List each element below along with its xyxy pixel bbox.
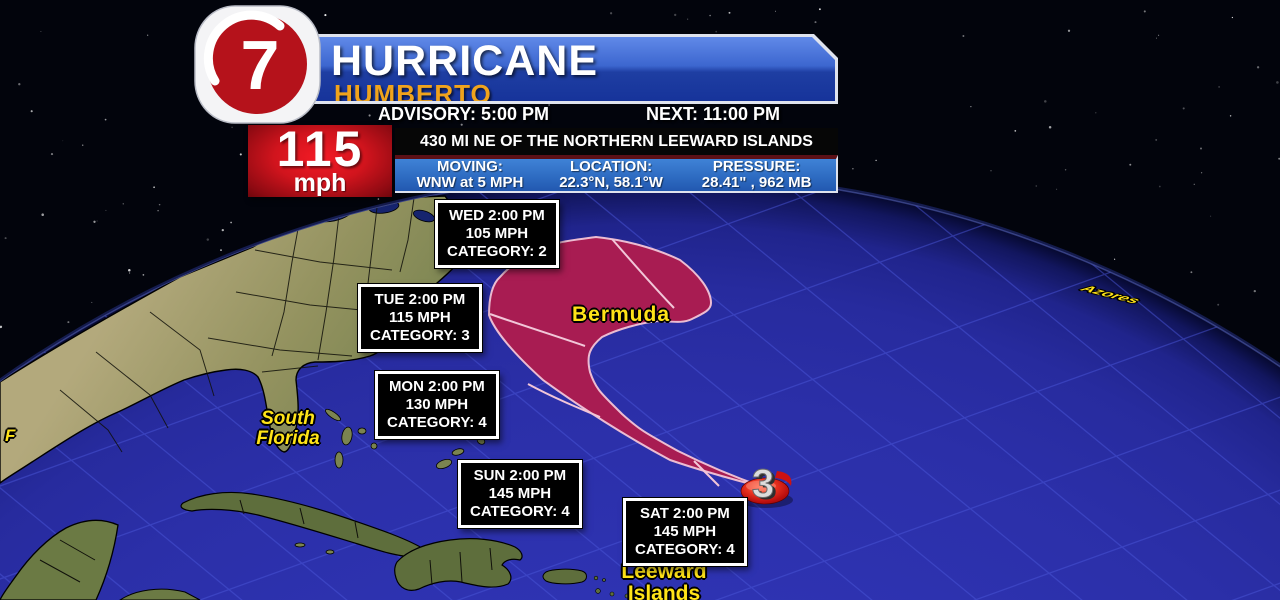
forecast-point-box-sun: SUN 2:00 PM 145 MPH CATEGORY: 4 [458, 460, 582, 528]
wind-speed-unit: mph [293, 169, 347, 197]
program-title: HURRICANE [331, 37, 598, 85]
forecast-time: SAT 2:00 PM [639, 505, 730, 522]
edge-label-fragment: F [5, 426, 16, 445]
location-column: LOCATION: 22.3°N, 58.1°W [545, 159, 677, 191]
puerto-rico-island [542, 568, 587, 585]
forecast-time: SUN 2:00 PM [473, 467, 567, 484]
bermuda-label: Bermuda [571, 303, 671, 326]
yucatan-borders [39, 539, 96, 583]
forecast-time: TUE 2:00 PM [374, 291, 466, 308]
south-florida-line1: South [261, 408, 315, 429]
leeward-islands-label: Leeward Islands [605, 561, 723, 600]
pressure-label: PRESSURE: [712, 158, 801, 175]
moving-label: MOVING: [437, 158, 503, 175]
forecast-time: WED 2:00 PM [448, 207, 545, 224]
cuba-borders [239, 499, 359, 539]
forecast-point-box-mon: MON 2:00 PM 130 MPH CATEGORY: 4 [375, 371, 499, 439]
station-logo: 7 [194, 5, 321, 124]
location-label: LOCATION: [569, 158, 653, 175]
forecast-point-box-wed: WED 2:00 PM 105 MPH CATEGORY: 2 [435, 200, 559, 268]
central-america-coast [118, 588, 201, 600]
pressure-column: PRESSURE: 28.41" , 962 MB [677, 159, 836, 191]
pressure-value: 28.41" , 962 MB [701, 174, 812, 191]
logo-numeral: 7 [241, 26, 280, 104]
forecast-cone [488, 236, 767, 489]
lesser-antilles-islands [593, 575, 691, 600]
forecast-wind: 115 MPH [389, 309, 451, 326]
forecast-category: CATEGORY: 2 [447, 243, 547, 260]
moving-column: MOVING: WNW at 5 MPH [395, 159, 545, 191]
storm-position-bar: 430 MI NE OF THE NORTHERN LEEWARD ISLAND… [395, 128, 838, 155]
hispaniola-borders [429, 547, 493, 586]
forecast-category: CATEGORY: 4 [387, 414, 487, 431]
forecast-wind: 105 MPH [465, 225, 529, 242]
title-banner-fill: HURRICANE HUMBERTO [265, 37, 835, 101]
forecast-point-box-tue: TUE 2:00 PM 115 MPH CATEGORY: 3 [358, 284, 482, 352]
wind-speed-value: 115 [276, 121, 364, 177]
south-florida-line2: Florida [256, 428, 320, 449]
state-borders [59, 197, 415, 453]
forecast-category: CATEGORY: 4 [470, 503, 570, 520]
storm-category-shadow: 3 [755, 464, 777, 508]
forecast-category: CATEGORY: 3 [370, 327, 470, 344]
wind-speed-box: 115 mph [248, 121, 392, 197]
channel-7-logo-icon: 7 [194, 5, 321, 124]
next-advisory-time: NEXT: 11:00 PM [646, 104, 781, 124]
forecast-point-box-sat: SAT 2:00 PM 145 MPH CATEGORY: 4 [623, 498, 747, 566]
storm-name: HUMBERTO [334, 79, 492, 109]
location-value: 22.3°N, 58.1°W [559, 174, 663, 191]
forecast-wind: 145 MPH [653, 523, 717, 540]
storm-category-label: 3 [752, 462, 774, 506]
forecast-time: MON 2:00 PM [388, 378, 485, 395]
south-florida-label: South Florida [236, 409, 340, 449]
moving-value: WNW at 5 MPH [416, 174, 524, 191]
forecast-category: CATEGORY: 4 [635, 541, 735, 558]
title-banner: HURRICANE HUMBERTO [262, 34, 838, 104]
leeward-line1: Leeward [621, 560, 707, 583]
leeward-line2: Islands [627, 582, 701, 600]
storm-spiral-arm [775, 471, 792, 486]
storm-icon: 3 3 [739, 462, 793, 508]
forecast-wind: 130 MPH [405, 396, 469, 413]
cone-segment-dividers [489, 238, 720, 487]
forecast-wind: 145 MPH [488, 485, 552, 502]
storm-stats-bar: MOVING: WNW at 5 MPH LOCATION: 22.3°N, 5… [395, 155, 838, 193]
yucatan-peninsula [0, 519, 119, 600]
advisory-time: ADVISORY: 5:00 PM [378, 104, 550, 124]
bahamas-islands [294, 388, 521, 555]
